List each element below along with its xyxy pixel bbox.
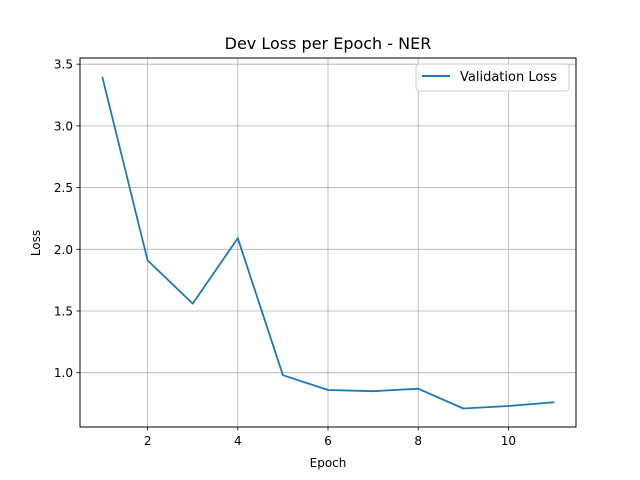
chart-title: Dev Loss per Epoch - NER bbox=[225, 34, 432, 53]
x-tick-label: 4 bbox=[234, 434, 242, 448]
x-tick-label: 2 bbox=[144, 434, 152, 448]
y-tick-label: 3.5 bbox=[54, 58, 73, 72]
y-axis-label: Loss bbox=[29, 230, 43, 256]
x-tick-label: 8 bbox=[414, 434, 422, 448]
y-tick-label: 2.5 bbox=[54, 181, 73, 195]
series-line bbox=[101, 76, 555, 410]
legend: Validation Loss bbox=[415, 63, 570, 92]
x-tick-label: 10 bbox=[501, 434, 516, 448]
y-tick-label: 2.0 bbox=[54, 243, 73, 257]
legend-label: Validation Loss bbox=[460, 70, 557, 85]
x-axis-label: Epoch bbox=[310, 456, 347, 470]
legend-box bbox=[415, 63, 570, 92]
series-layer bbox=[101, 76, 555, 410]
y-tick-label: 3.0 bbox=[54, 119, 73, 133]
x-tick-label: 6 bbox=[324, 434, 332, 448]
y-axis-ticks: 1.0 1.5 2.0 2.5 3.0 3.5 bbox=[54, 58, 80, 380]
y-tick-label: 1.5 bbox=[54, 304, 73, 318]
x-axis-ticks: 2 4 6 8 10 bbox=[144, 427, 516, 448]
y-tick-label: 1.0 bbox=[54, 366, 73, 380]
